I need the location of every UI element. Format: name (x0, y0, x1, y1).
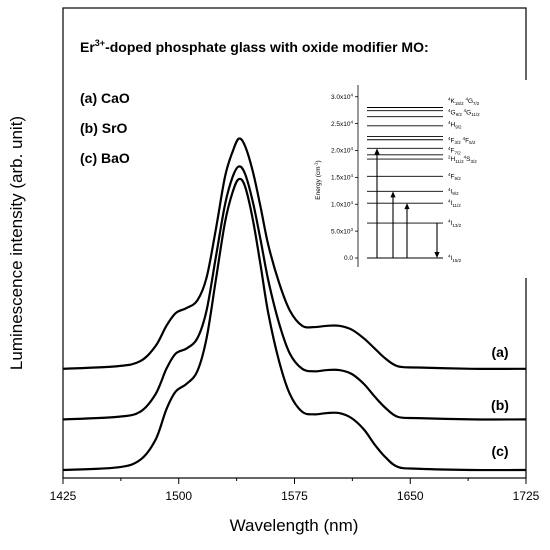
energy-level-label: 4H9/2 (448, 120, 462, 129)
energy-level-label: 4I15/2 (448, 254, 462, 263)
x-tick-label: 1500 (165, 489, 192, 503)
x-tick-label: 1650 (397, 489, 424, 503)
transition-arrowhead (374, 148, 380, 155)
spectrum-line-b (62, 165, 527, 421)
legend-entry-b: (b) SrO (80, 120, 128, 136)
spectrum-line-c (62, 177, 527, 472)
y-axis-title: Luminescence intensity (arb. unit) (7, 116, 26, 370)
spectrum-line-a (62, 137, 527, 370)
energy-level-label: 2H11/24S3/2 (448, 155, 477, 164)
inset-y-tick-label: 3.0x104 (331, 92, 354, 101)
transition-arrowhead (434, 252, 440, 258)
chart-title-pre: Er (80, 39, 95, 55)
series-label-a: (a) (491, 344, 508, 360)
energy-level-label: 4G9/2 4G11/2 (448, 108, 480, 117)
inset-y-tick-label: 1.0x104 (331, 200, 354, 209)
energy-level-label: 4I9/2 (448, 187, 459, 196)
energy-level-label: 4I11/2 (448, 199, 461, 208)
inset-y-tick-label: 2.5x104 (331, 119, 354, 128)
series-label-c: (c) (491, 443, 508, 459)
inset-frame (312, 80, 530, 278)
chart-title-post: -doped phosphate glass with oxide modifi… (105, 39, 429, 55)
inset-y-tick-label: 5.0x103 (331, 227, 354, 236)
x-tick-label: 1575 (281, 489, 308, 503)
legend-entry-a: (a) CaO (80, 90, 130, 106)
x-tick-label: 1425 (50, 489, 77, 503)
energy-level-label: 4I13/2 (448, 219, 462, 228)
inset-ylabel-post: ) (315, 160, 322, 162)
transition-arrowhead (390, 191, 396, 198)
energy-level-inset: 0.0 5.0x103 1.0x104 1.5x104 2.0x104 2.5x104 3.… (312, 80, 530, 278)
spectra-group (62, 137, 527, 472)
inset-y-tick-label: 0.0 (344, 255, 353, 262)
inset-ylabel-pre: Energy (cm (315, 166, 322, 199)
legend-entry-c: (c) BaO (80, 150, 130, 166)
energy-level-label: 4K15/2 4G7/2 (448, 97, 480, 106)
x-axis: 1425 1500 1575 1650 1725 (50, 478, 540, 503)
inset-y-tick-label: 2.0x104 (331, 146, 354, 155)
x-axis-title: Wavelength (nm) (230, 516, 359, 535)
inset-ylabel-sup: -1 (314, 162, 319, 166)
series-label-b: (b) (491, 397, 509, 413)
transition-arrowhead (404, 203, 410, 210)
energy-level-label: 4F9/2 (448, 172, 461, 181)
inset-content: 0.0 5.0x103 1.0x104 1.5x104 2.0x104 2.5x104 3.… (331, 92, 480, 262)
chart-title-sup: 3+ (95, 38, 105, 48)
energy-level-label: 4F3/2 4F5/2 (448, 136, 476, 145)
chart-title: Er3+-doped phosphate glass with oxide mo… (80, 38, 429, 55)
inset-y-axis-title: Energy (cm-1) (314, 160, 323, 199)
energy-level-label: 4F7/2 (448, 146, 461, 155)
x-tick-label: 1725 (513, 489, 540, 503)
inset-y-tick-label: 1.5x104 (331, 173, 354, 182)
